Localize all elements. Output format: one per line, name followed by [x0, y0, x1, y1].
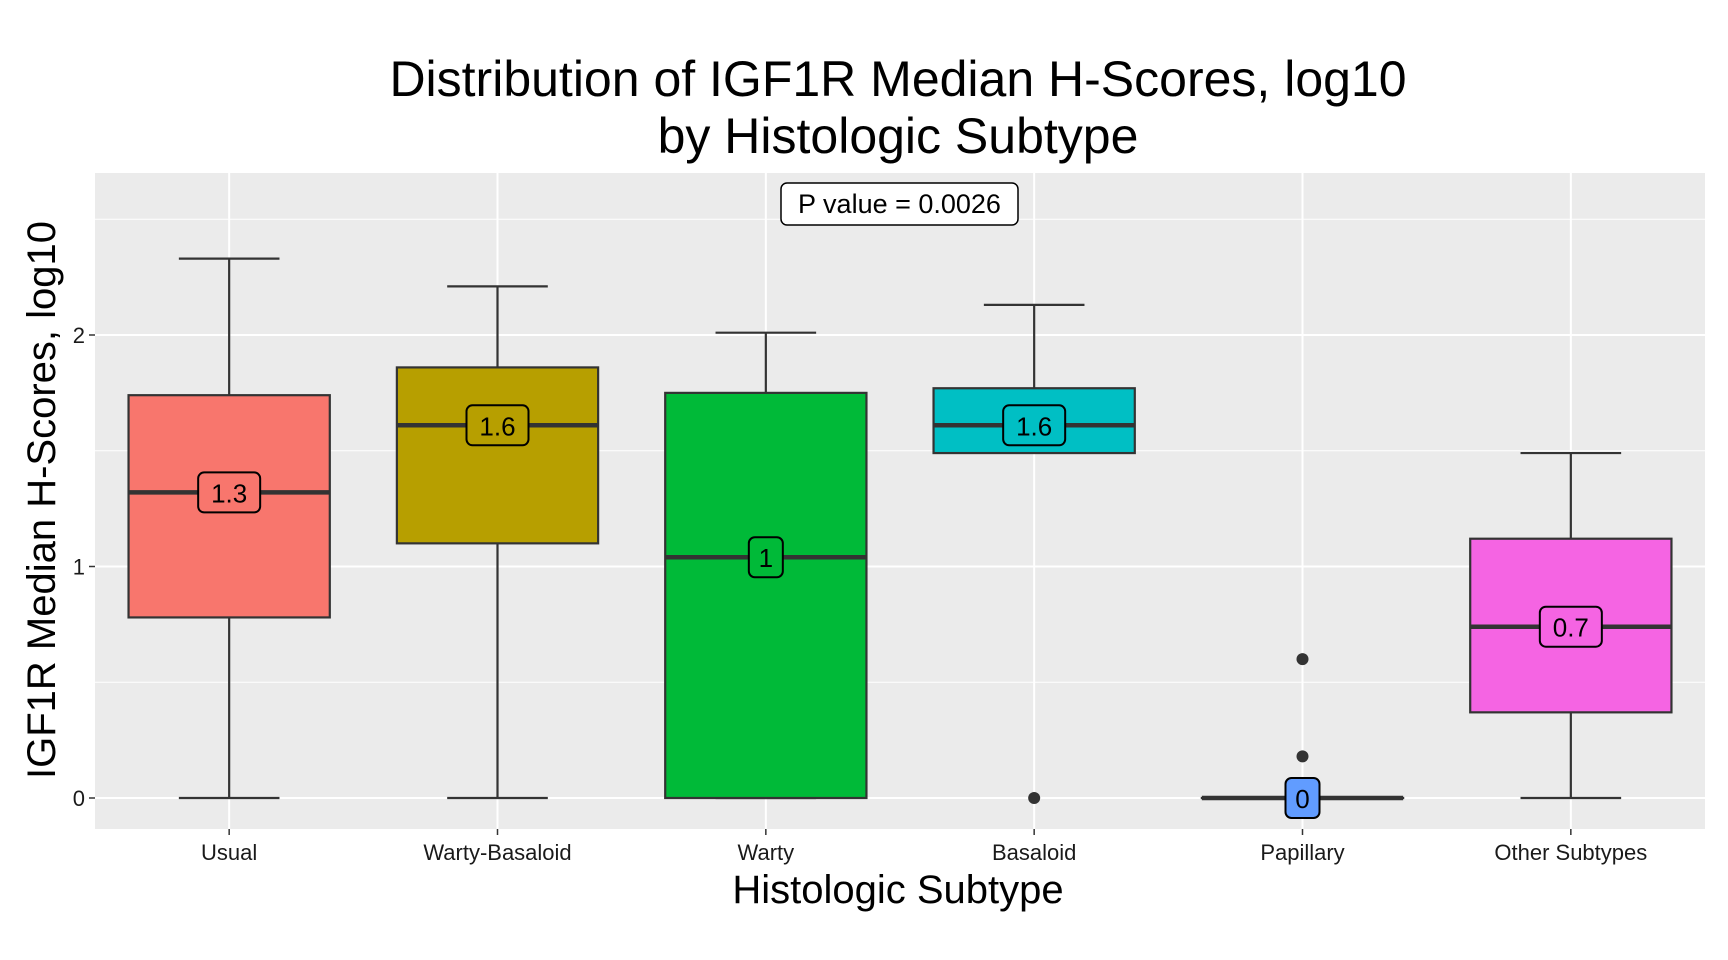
box-warty-basaloid: 1.6	[395, 285, 600, 800]
median-label: 0	[1295, 784, 1309, 814]
box-usual: 1.3	[127, 257, 331, 800]
median-label-box	[465, 404, 530, 447]
box-body	[395, 366, 600, 545]
x-axis: Usual Warty-Basaloid Warty Basaloid Papillar…	[201, 829, 1647, 865]
median-label: 1.3	[211, 478, 247, 508]
p-value-annotation: P value = 0.0026	[780, 182, 1019, 226]
chart-title-line-2: by Histologic Subtype	[658, 108, 1139, 164]
y-tick-label: 1	[73, 555, 85, 580]
median-label-box	[197, 471, 262, 514]
plot-panel	[95, 173, 1705, 829]
box-basaloid: 1.6	[932, 303, 1136, 804]
chart-title-line-1: Distribution of IGF1R Median H-Scores, l…	[389, 51, 1406, 107]
y-axis: 0 1 2	[73, 323, 95, 811]
box-warty: 1	[664, 331, 868, 800]
outlier-point	[1296, 750, 1309, 763]
median-label-box	[1284, 777, 1321, 819]
outlier-point	[1296, 653, 1309, 666]
median-label: 1.6	[1016, 411, 1052, 441]
y-axis-title: IGF1R Median H-Scores, log10	[20, 221, 64, 779]
median-label: 1.6	[479, 411, 515, 441]
p-value-annotation-text: P value = 0.0026	[798, 189, 1001, 219]
x-tick-label: Basaloid	[992, 840, 1076, 865]
x-tick-label: Other Subtypes	[1494, 840, 1647, 865]
median-label-box	[1538, 605, 1603, 648]
box-other-subtypes: 0.7	[1469, 451, 1673, 800]
boxes-group: 1.3 1.6 1 1.6 0 0.7	[127, 257, 1673, 819]
box-papillary: 0	[1200, 653, 1405, 819]
median-label-box	[747, 536, 784, 579]
outlier-point	[1028, 792, 1041, 804]
box-body	[664, 391, 868, 800]
y-tick-label: 0	[73, 786, 85, 811]
grid-lines	[95, 173, 1705, 829]
p-value-annotation-box	[780, 182, 1019, 226]
x-tick-label: Usual	[201, 840, 257, 865]
median-label-box	[1002, 404, 1067, 447]
median-label: 1	[759, 543, 773, 573]
median-label: 0.7	[1553, 613, 1589, 643]
x-tick-label: Papillary	[1260, 840, 1344, 865]
y-tick-label: 2	[73, 323, 85, 348]
x-tick-label: Warty	[738, 840, 795, 865]
x-tick-label: Warty-Basaloid	[423, 840, 571, 865]
x-axis-title: Histologic Subtype	[732, 868, 1063, 912]
